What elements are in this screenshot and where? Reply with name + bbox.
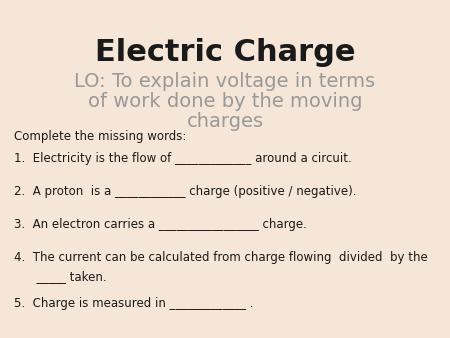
Text: LO: To explain voltage in terms: LO: To explain voltage in terms [74, 72, 376, 91]
Text: of work done by the moving: of work done by the moving [88, 92, 362, 111]
Text: 4.  The current can be calculated from charge flowing  divided  by the
      ___: 4. The current can be calculated from ch… [14, 251, 428, 283]
Text: Electric Charge: Electric Charge [95, 38, 355, 67]
Text: Complete the missing words:: Complete the missing words: [14, 130, 186, 143]
Text: 1.  Electricity is the flow of _____________ around a circuit.: 1. Electricity is the flow of __________… [14, 152, 352, 165]
Text: 3.  An electron carries a _________________ charge.: 3. An electron carries a _______________… [14, 218, 307, 231]
Text: 5.  Charge is measured in _____________ .: 5. Charge is measured in _____________ . [14, 297, 253, 310]
Text: charges: charges [186, 112, 264, 131]
Text: 2.  A proton  is a ____________ charge (positive / negative).: 2. A proton is a ____________ charge (po… [14, 185, 356, 198]
